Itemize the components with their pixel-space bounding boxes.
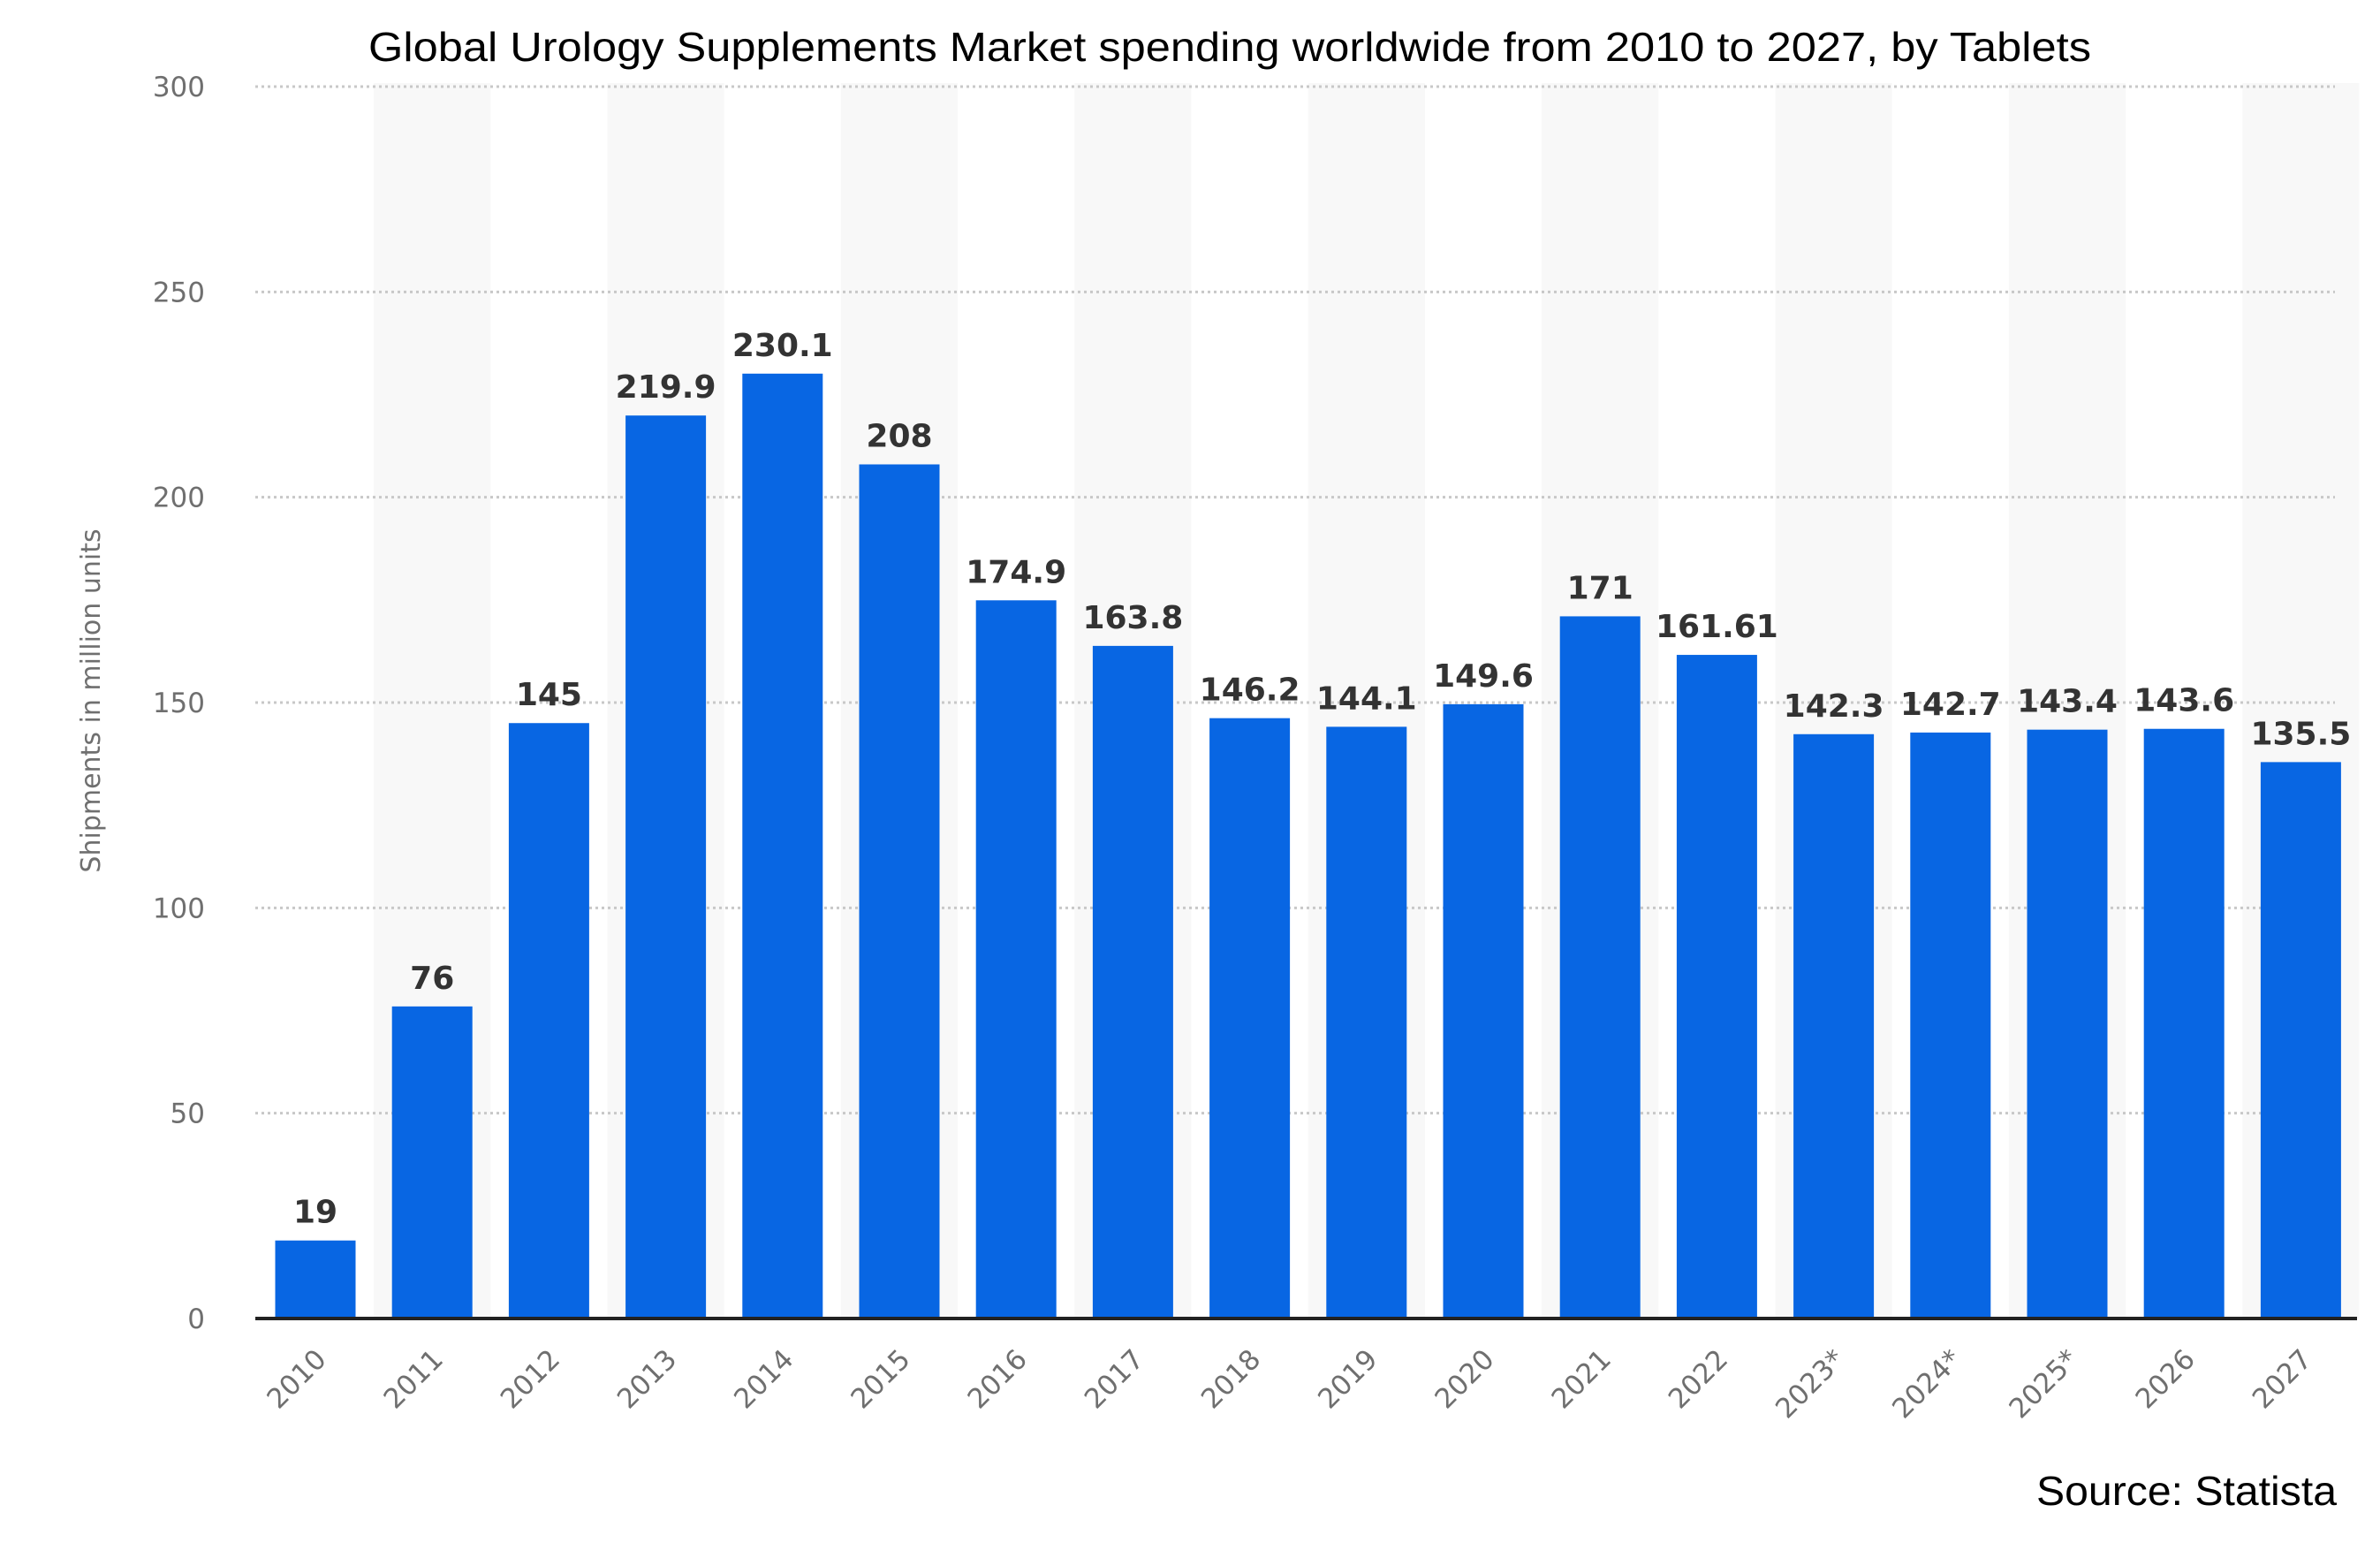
bar: [391, 1006, 473, 1319]
y-axis-ticks: 0 50 100 150 200 250 300: [153, 72, 205, 1335]
data-label: 145: [516, 677, 582, 713]
data-label: 76: [410, 961, 454, 997]
data-label: 230.1: [732, 328, 833, 364]
bar: [742, 373, 823, 1319]
data-label: 142.7: [1900, 687, 2001, 723]
data-label: 171: [1567, 570, 1633, 606]
data-label: 161.61: [1656, 609, 1778, 645]
data-label: 208: [866, 418, 932, 454]
data-label: 135.5: [2250, 716, 2351, 752]
y-tick-label: 300: [153, 72, 205, 103]
data-label: 219.9: [616, 369, 716, 406]
source-note: Source: Statista: [2036, 1468, 2337, 1514]
data-label: 143.4: [2017, 684, 2118, 720]
bar: [1092, 645, 1173, 1319]
bar: [1443, 703, 1524, 1319]
data-label: 19: [293, 1195, 337, 1231]
bar: [1793, 733, 1875, 1319]
bar: [1676, 655, 1757, 1319]
y-tick-label: 200: [153, 483, 205, 514]
bar: [1326, 726, 1407, 1319]
bar: [508, 723, 589, 1319]
data-label: 142.3: [1784, 688, 1884, 725]
data-label: 149.6: [1433, 658, 1534, 695]
data-label: 143.6: [2134, 683, 2234, 719]
y-tick-label: 50: [171, 1098, 205, 1130]
y-tick-label: 0: [187, 1303, 205, 1335]
data-label: 146.2: [1200, 673, 1300, 709]
bar: [625, 415, 707, 1319]
data-label: 174.9: [966, 554, 1066, 590]
bar: [2143, 728, 2225, 1319]
bar: [2027, 729, 2108, 1319]
y-tick-label: 250: [153, 277, 205, 308]
y-tick-label: 100: [153, 893, 205, 924]
bar: [275, 1240, 356, 1319]
bar: [975, 600, 1057, 1319]
bar: [2260, 762, 2341, 1319]
data-label: 163.8: [1082, 600, 1183, 636]
bars: [275, 373, 2341, 1319]
chart-title: Global Urology Supplements Market spendi…: [368, 24, 2091, 70]
y-axis-title: Shipments in million units: [76, 528, 107, 872]
y-tick-label: 150: [153, 688, 205, 719]
bar: [859, 464, 940, 1319]
data-labels: 19 76 145 219.9 230.1 208 174.9 163.8 146.2 144.1…: [293, 328, 2351, 1231]
bar: [1910, 732, 1991, 1319]
bar: [1209, 718, 1291, 1319]
data-label: 144.1: [1316, 680, 1417, 717]
bar: [1559, 616, 1641, 1319]
